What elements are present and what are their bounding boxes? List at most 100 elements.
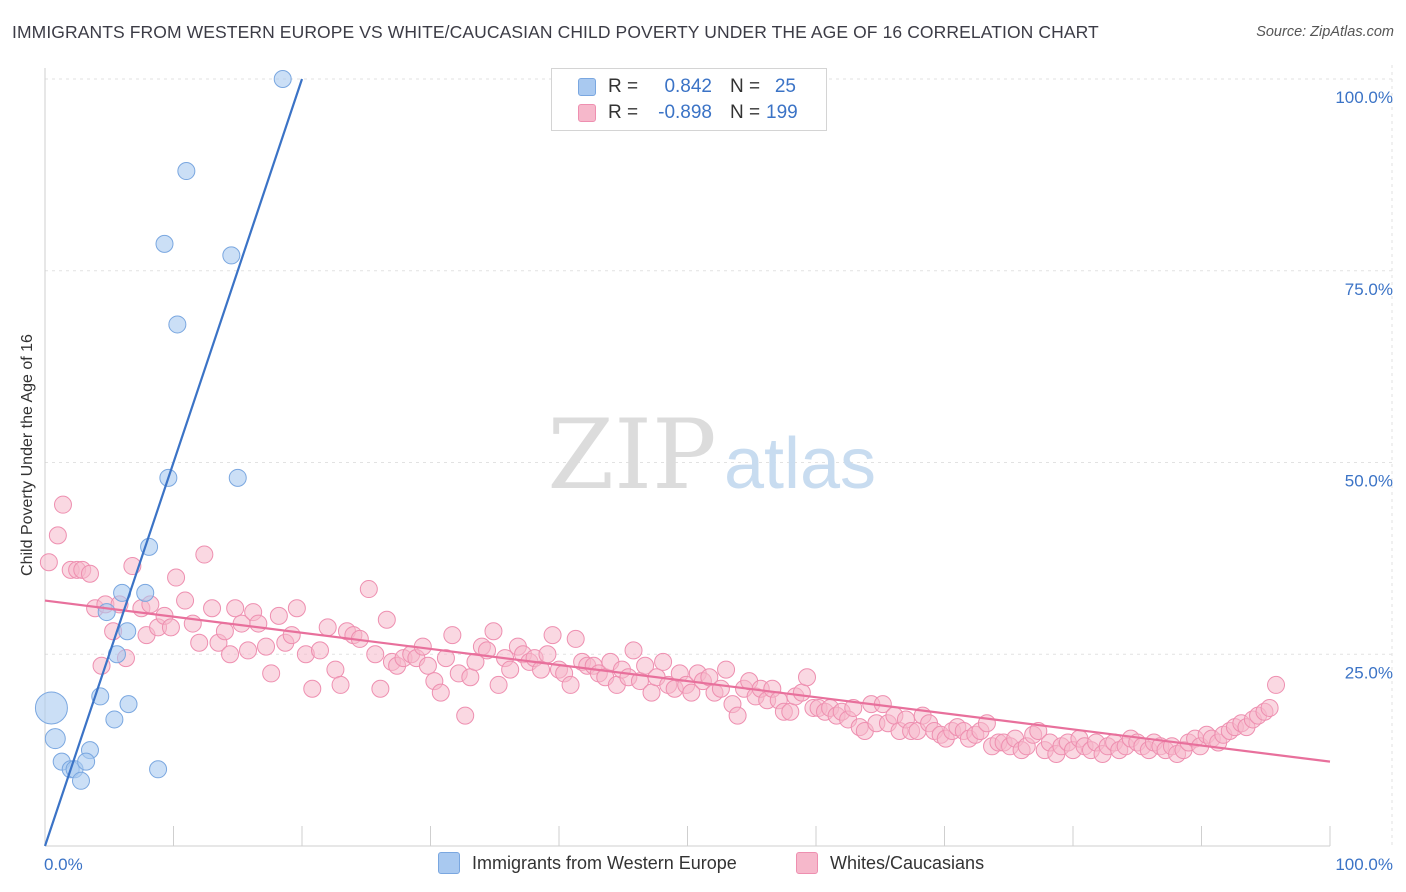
- data-point-whites: [176, 591, 195, 610]
- data-point-whites: [461, 668, 480, 687]
- data-point-whites: [310, 641, 329, 660]
- data-point-whites: [844, 698, 863, 717]
- data-point-whites: [203, 599, 222, 618]
- axes: [44, 68, 1331, 847]
- data-point-immigrants: [44, 728, 66, 750]
- data-point-whites: [501, 660, 520, 679]
- data-point-immigrants: [71, 771, 90, 790]
- data-point-whites: [48, 526, 67, 545]
- data-point-whites: [287, 599, 306, 618]
- legend-r-label: R =: [608, 102, 639, 123]
- data-point-immigrants: [177, 162, 196, 181]
- legend-r-value: -0.898: [658, 102, 712, 123]
- data-point-whites: [303, 679, 322, 698]
- watermark-atlas: atlas: [724, 424, 876, 504]
- data-point-whites: [792, 683, 811, 702]
- data-point-whites: [161, 618, 180, 637]
- data-point-whites: [326, 660, 345, 679]
- legend-n-value: 199: [766, 102, 798, 123]
- legend-r-label: R =: [608, 76, 639, 97]
- bottom-legend-whites: Whites/Caucasians: [796, 852, 984, 874]
- data-point-whites: [443, 626, 462, 645]
- legend-n-label: N =: [730, 76, 761, 97]
- legend-row-immigrants: R = 0.842 N = 25: [578, 75, 796, 99]
- data-point-immigrants: [273, 70, 292, 88]
- grid-lines: [45, 65, 1393, 846]
- watermark: ZIP atlas: [547, 399, 876, 511]
- tick-labels: 100.0% 75.0% 50.0% 25.0% 0.0% 100.0%: [44, 88, 1393, 874]
- data-point-whites: [1260, 698, 1279, 717]
- source-label: Source: ZipAtlas.com: [1256, 24, 1394, 40]
- data-point-whites: [262, 664, 281, 683]
- data-point-whites: [318, 618, 337, 637]
- data-point-whites: [561, 675, 580, 694]
- data-point-whites: [484, 622, 503, 641]
- data-point-immigrants: [77, 752, 96, 771]
- trend-line-whites: [44, 599, 1331, 763]
- data-point-whites: [190, 633, 209, 652]
- data-point-immigrants: [222, 246, 241, 265]
- y-tick-label: 75.0%: [1345, 280, 1393, 299]
- data-point-whites: [195, 545, 214, 564]
- legend-row-whites: R = -0.898 N = 199: [578, 101, 798, 125]
- data-point-whites: [798, 668, 817, 687]
- data-point-immigrants: [136, 583, 155, 602]
- series-immigrants-points: [34, 70, 292, 790]
- data-point-whites: [249, 614, 268, 633]
- legend-swatch-immigrants: [578, 78, 596, 96]
- data-point-whites: [282, 626, 301, 645]
- bottom-legend-immigrants: Immigrants from Western Europe: [438, 852, 737, 874]
- data-point-whites: [543, 626, 562, 645]
- y-tick-label: 25.0%: [1345, 663, 1393, 682]
- bottom-legend-swatch-immigrants: [438, 852, 460, 874]
- data-point-whites: [80, 564, 99, 583]
- series-whites-points: [39, 495, 1286, 763]
- bottom-legend-label-whites: Whites/Caucasians: [830, 852, 985, 873]
- data-point-whites: [566, 629, 585, 648]
- data-point-whites: [39, 553, 58, 572]
- trend-line-immigrants: [43, 78, 304, 847]
- data-point-whites: [1267, 675, 1286, 694]
- data-point-immigrants: [97, 603, 116, 622]
- data-point-whites: [436, 649, 455, 668]
- data-point-whites: [269, 606, 288, 625]
- data-point-whites: [359, 580, 378, 599]
- data-point-whites: [642, 683, 661, 702]
- data-point-immigrants: [105, 710, 124, 729]
- data-point-whites: [418, 656, 437, 675]
- legend-n-label: N =: [730, 102, 761, 123]
- x-tick-label: 100.0%: [1335, 855, 1393, 874]
- data-point-whites: [215, 622, 234, 641]
- trend-lines: [43, 78, 1331, 847]
- y-tick-label: 50.0%: [1345, 472, 1393, 491]
- correlation-legend: R = 0.842 N = 25 R = -0.898 N = 199: [551, 68, 827, 131]
- legend-swatch-whites: [578, 104, 596, 122]
- data-point-whites: [377, 610, 396, 629]
- data-point-whites: [624, 641, 643, 660]
- data-point-whites: [371, 679, 390, 698]
- data-point-whites: [167, 568, 186, 587]
- data-point-whites: [257, 637, 276, 656]
- data-point-whites: [366, 645, 385, 664]
- data-point-whites: [226, 599, 245, 618]
- legend-n-value: 25: [774, 76, 796, 97]
- data-point-immigrants: [34, 691, 68, 725]
- data-point-whites: [456, 706, 475, 725]
- data-point-whites: [636, 656, 655, 675]
- data-point-immigrants: [228, 468, 247, 487]
- legend-r-value: 0.842: [664, 76, 712, 97]
- data-point-whites: [538, 645, 557, 664]
- data-point-whites: [682, 683, 701, 702]
- data-point-whites: [239, 641, 258, 660]
- data-point-whites: [331, 675, 350, 694]
- x-tick-label: 0.0%: [44, 855, 83, 874]
- bottom-legend-label-immigrants: Immigrants from Western Europe: [472, 852, 737, 873]
- data-point-whites: [489, 675, 508, 694]
- data-point-immigrants: [118, 622, 137, 641]
- data-point-whites: [717, 660, 736, 679]
- y-tick-label: 100.0%: [1335, 88, 1393, 107]
- data-point-immigrants: [155, 234, 174, 253]
- chart-title: IMMIGRANTS FROM WESTERN EUROPE VS WHITE/…: [12, 22, 1099, 42]
- data-point-whites: [711, 679, 730, 698]
